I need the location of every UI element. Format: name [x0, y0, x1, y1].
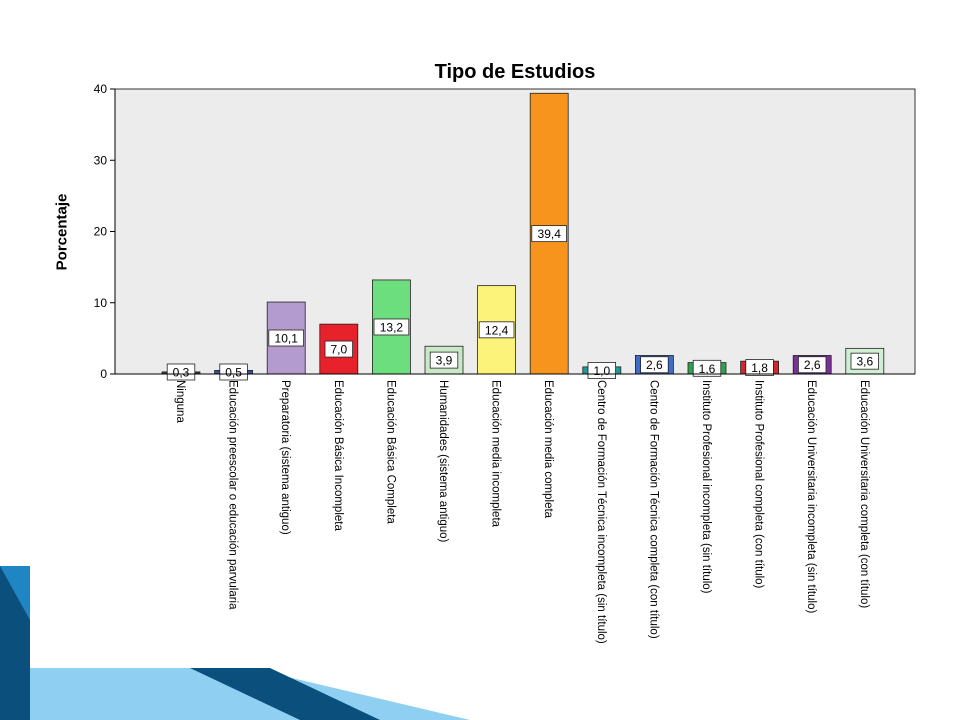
- y-tick-label: 30: [94, 153, 108, 167]
- x-tick-label: Educación Básica Incompleta: [332, 380, 344, 531]
- data-label: 7,0: [330, 343, 347, 357]
- y-tick-label: 20: [94, 225, 108, 239]
- y-tick-label: 0: [100, 367, 107, 381]
- data-label: 3,6: [856, 355, 873, 369]
- x-tick-label: Educación preescolar o educación parvula…: [227, 380, 239, 610]
- data-label: 39,4: [538, 227, 562, 241]
- data-label: 1,0: [593, 364, 610, 378]
- data-label: 2,6: [804, 358, 821, 372]
- y-tick-label: 10: [94, 296, 108, 310]
- data-label: 2,6: [646, 358, 663, 372]
- x-tick-label: Preparatoria (sistema antiguo): [279, 380, 291, 535]
- data-label-box: [373, 318, 410, 336]
- data-label-box: [531, 225, 567, 243]
- x-tick-label: Centro de Formación Técnica completa (co…: [647, 380, 659, 639]
- data-label: 1,6: [699, 362, 716, 376]
- data-label: 0,3: [173, 366, 190, 380]
- data-label: 12,4: [485, 323, 509, 337]
- x-tick-label: Instituto Profesional completa (con títu…: [753, 380, 765, 589]
- data-label: 1,8: [751, 361, 768, 375]
- data-label-box: [219, 363, 248, 381]
- data-label: 0,5: [225, 366, 242, 380]
- data-label-box: [850, 352, 880, 370]
- y-tick-label: 40: [94, 82, 108, 96]
- slide-accent-stripe: [190, 668, 380, 720]
- data-label-box: [692, 359, 722, 377]
- x-tick-label: Educación media completa: [542, 380, 554, 519]
- data-label-box: [429, 351, 459, 369]
- data-label-box: [640, 356, 669, 374]
- x-tick-label: Instituto Profesional incompleta (sin tí…: [700, 380, 712, 594]
- slide-accent-highlight: [0, 566, 30, 720]
- x-tick-label: Centro de Formación Técnica incompleta (…: [595, 380, 607, 644]
- data-label-box: [798, 356, 827, 374]
- x-tick-label: Educación Universitaria completa (con tí…: [858, 380, 870, 608]
- data-label-box: [324, 340, 354, 358]
- data-label: 13,2: [380, 320, 404, 334]
- data-label-box: [166, 363, 196, 381]
- x-tick-label: Ninguna: [174, 380, 186, 423]
- data-label-box: [268, 329, 304, 347]
- data-label: 10,1: [275, 332, 299, 346]
- x-tick-label: Educación media incompleta: [490, 380, 502, 528]
- x-tick-label: Educación Básica Completa: [384, 380, 396, 524]
- data-label: 3,9: [436, 354, 453, 368]
- data-label-box: [745, 359, 774, 376]
- data-label-box: [478, 321, 515, 339]
- x-tick-label: Humanidades (sistema antiguo): [437, 380, 449, 543]
- chart-title: Tipo de Estudios: [434, 61, 596, 83]
- x-tick-label: Educación Universitaria incompleta (sin …: [805, 380, 817, 613]
